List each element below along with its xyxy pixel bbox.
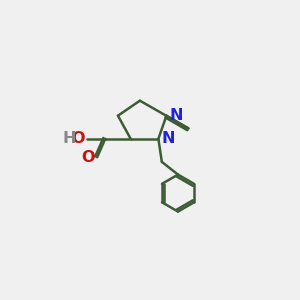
Text: O: O xyxy=(81,150,95,165)
Text: N: N xyxy=(169,108,183,123)
Text: O: O xyxy=(71,131,85,146)
Text: H: H xyxy=(63,131,76,146)
Text: N: N xyxy=(161,131,175,146)
